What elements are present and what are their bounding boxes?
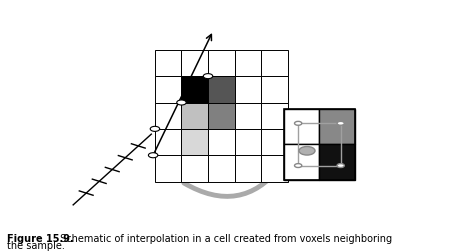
Bar	[261, 155, 287, 182]
Bar	[261, 50, 287, 76]
Bar	[208, 50, 234, 76]
Bar	[182, 50, 208, 76]
Bar	[234, 129, 261, 155]
Bar	[234, 155, 261, 182]
Circle shape	[337, 164, 344, 168]
Bar	[208, 76, 234, 103]
Bar	[261, 103, 287, 129]
Bar	[208, 103, 234, 129]
Bar	[234, 76, 261, 103]
Circle shape	[295, 121, 302, 125]
Bar	[234, 103, 261, 129]
Bar	[261, 76, 287, 103]
Circle shape	[148, 153, 158, 158]
FancyArrowPatch shape	[184, 167, 280, 196]
Circle shape	[203, 74, 213, 79]
Circle shape	[177, 100, 186, 105]
Bar	[182, 103, 208, 129]
Text: the sample.: the sample.	[7, 241, 65, 251]
Circle shape	[299, 146, 315, 155]
Bar	[155, 50, 182, 76]
Bar	[182, 129, 208, 155]
Bar	[284, 144, 319, 180]
Bar	[284, 109, 319, 144]
Bar	[155, 76, 182, 103]
Text: Figure 15.9.: Figure 15.9.	[7, 234, 74, 244]
Bar	[234, 50, 261, 76]
Bar	[155, 129, 182, 155]
Bar	[208, 155, 234, 182]
Bar	[261, 129, 287, 155]
Circle shape	[337, 121, 344, 125]
Bar	[319, 109, 355, 144]
Bar	[319, 144, 355, 180]
Circle shape	[295, 164, 302, 168]
Text: Schematic of interpolation in a cell created from voxels neighboring: Schematic of interpolation in a cell cre…	[57, 234, 393, 244]
Bar	[208, 129, 234, 155]
Bar	[284, 109, 355, 180]
Bar	[182, 155, 208, 182]
Circle shape	[150, 126, 159, 131]
Bar	[155, 155, 182, 182]
Bar	[182, 76, 208, 103]
Bar	[155, 103, 182, 129]
